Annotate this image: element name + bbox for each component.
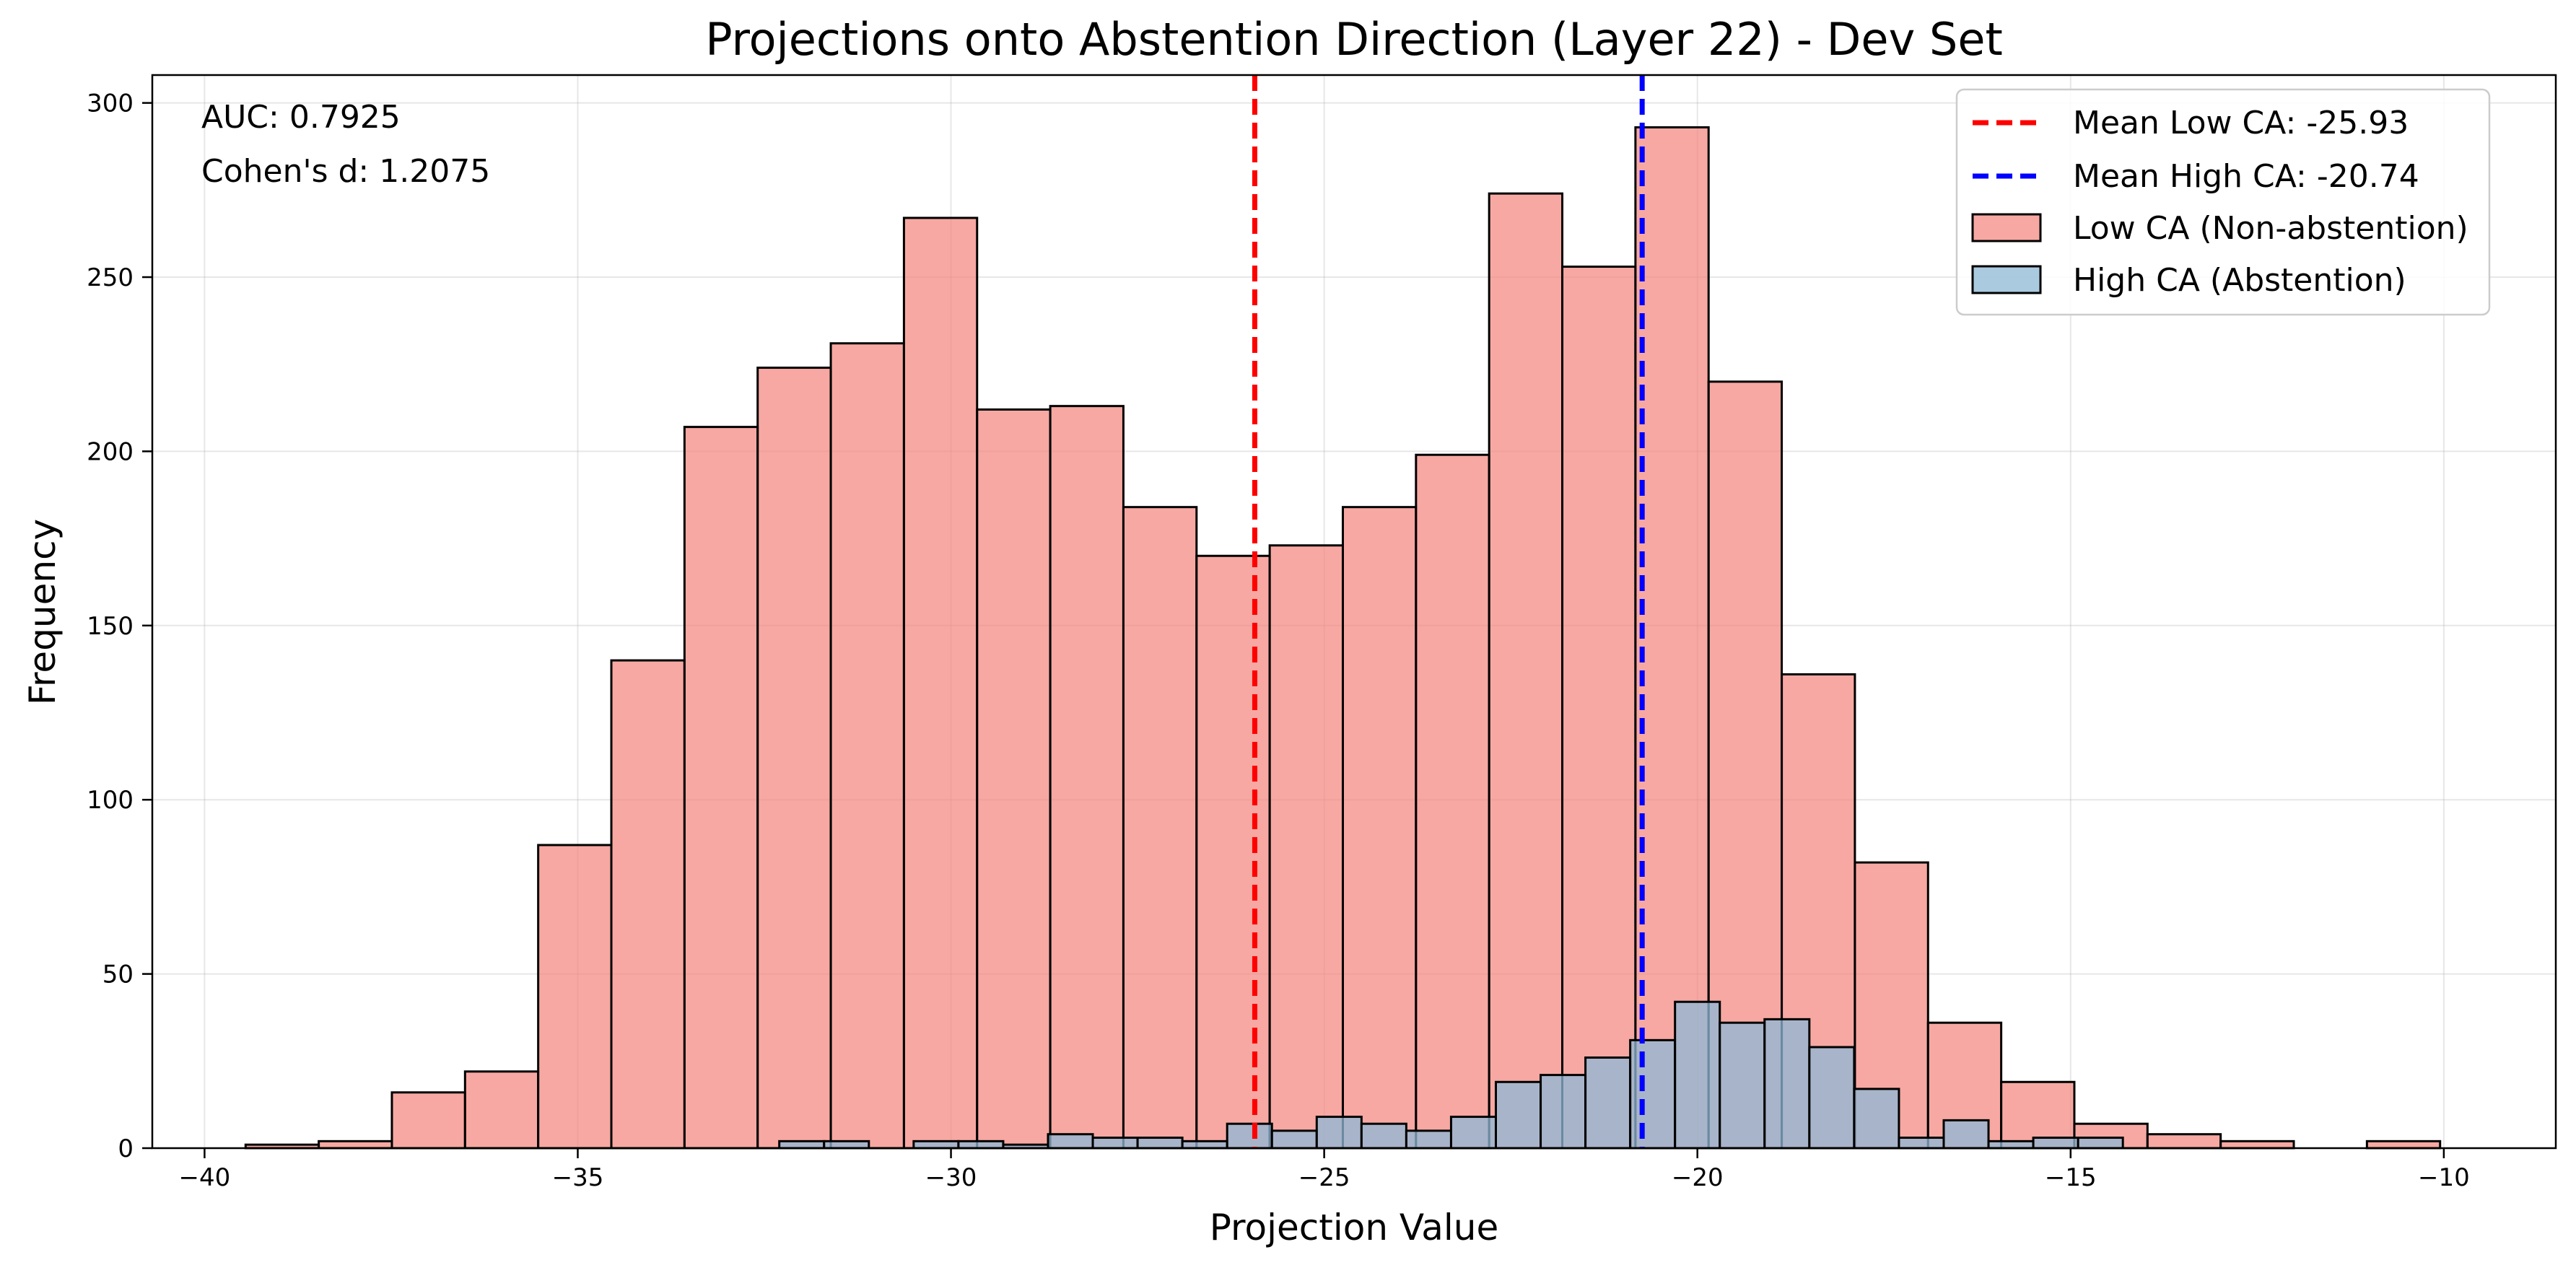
high-ca-bars — [778, 1000, 2124, 1150]
low-ca-bar-15 — [1341, 506, 1418, 1150]
y-tick-label-6: 300 — [87, 89, 134, 118]
auc-annotation: AUC: 0.7925 — [201, 99, 401, 136]
high-ca-bar-10 — [1226, 1122, 1273, 1150]
high-ca-bar-17 — [1540, 1074, 1587, 1150]
high-ca-bar-22 — [1763, 1018, 1811, 1150]
y-tick-label-3: 150 — [87, 612, 134, 641]
high-ca-bar-13 — [1360, 1122, 1407, 1150]
low-ca-bar-13 — [1195, 554, 1271, 1150]
legend-swatch-low-ca — [1971, 213, 2042, 242]
high-ca-bar-3 — [912, 1139, 960, 1150]
x-tick-label-5: −15 — [2045, 1163, 2097, 1192]
low-ca-bars — [244, 126, 2442, 1150]
high-ca-bar-27 — [1987, 1139, 2035, 1150]
y-tick-label-4: 200 — [87, 437, 134, 466]
legend-frame — [1955, 88, 2491, 316]
low-ca-bar-12 — [1122, 506, 1198, 1150]
low-ca-bar-17 — [1488, 192, 1564, 1150]
low-ca-bar-7 — [756, 367, 832, 1150]
x-tick-label-1: −35 — [552, 1163, 604, 1192]
plot-frame — [151, 74, 2557, 1150]
high-ca-bar-11 — [1270, 1129, 1318, 1150]
high-ca-bar-0 — [778, 1139, 826, 1150]
x-tick-label-6: −10 — [2418, 1163, 2470, 1192]
low-ca-bar-29 — [2365, 1139, 2442, 1150]
mean-lines — [1252, 75, 1645, 1148]
chart-title: Projections onto Abstention Direction (L… — [705, 13, 2003, 66]
low-ca-bar-11 — [1049, 405, 1125, 1150]
high-ca-bar-6 — [1047, 1133, 1094, 1150]
x-tick-label-3: −25 — [1298, 1163, 1350, 1192]
low-ca-bar-18 — [1561, 266, 1637, 1150]
high-ca-bar-26 — [1942, 1119, 1990, 1150]
x-axis-label: Projection Value — [1210, 1207, 1498, 1248]
high-ca-bar-1 — [823, 1139, 870, 1150]
x-tick-label-4: −20 — [1672, 1163, 1724, 1192]
high-ca-bar-18 — [1584, 1056, 1632, 1150]
low-ca-bar-3 — [463, 1070, 540, 1150]
high-ca-bar-9 — [1181, 1139, 1228, 1150]
legend-label-low-ca: Low CA (Non-abstention) — [2073, 210, 2468, 247]
high-ca-bar-19 — [1629, 1038, 1677, 1150]
low-ca-bar-14 — [1268, 544, 1344, 1150]
high-ca-bar-16 — [1494, 1080, 1542, 1150]
high-ca-bar-29 — [2077, 1137, 2124, 1150]
low-ca-bar-1 — [318, 1139, 393, 1150]
x-axis-ticks: −40 −35 −30 −25 −20 −15 −10 — [179, 1148, 2470, 1192]
high-ca-bar-15 — [1449, 1116, 1497, 1150]
low-ca-bar-27 — [2219, 1139, 2295, 1150]
low-ca-bar-8 — [829, 342, 905, 1150]
low-ca-bar-9 — [902, 216, 979, 1150]
high-ca-bar-28 — [2032, 1137, 2079, 1150]
low-ca-bar-19 — [1634, 126, 1710, 1150]
low-ca-bar-10 — [976, 408, 1052, 1150]
high-ca-bar-25 — [1898, 1137, 1945, 1150]
x-tick-label-0: −40 — [179, 1163, 231, 1192]
low-ca-bar-6 — [683, 426, 759, 1150]
cohens-d-annotation: Cohen's d: 1.2075 — [201, 153, 490, 190]
legend-swatch-high-ca — [1971, 265, 2042, 294]
high-ca-bar-7 — [1091, 1137, 1139, 1150]
y-tick-label-0: 0 — [118, 1134, 134, 1163]
y-axis-label: Frequency — [22, 519, 64, 705]
x-tick-label-2: −30 — [925, 1163, 977, 1192]
high-ca-bar-24 — [1853, 1088, 1900, 1150]
y-tick-label-1: 50 — [102, 961, 134, 989]
low-ca-bar-2 — [390, 1091, 466, 1150]
high-ca-bar-21 — [1719, 1021, 1766, 1150]
low-ca-bar-26 — [2146, 1133, 2222, 1150]
legend-label-mean-high: Mean High CA: -20.74 — [2073, 158, 2419, 195]
low-ca-bar-16 — [1415, 453, 1490, 1150]
legend-label-high-ca: High CA (Abstention) — [2073, 262, 2406, 299]
high-ca-bar-12 — [1315, 1116, 1363, 1150]
y-tick-label-2: 100 — [87, 786, 134, 815]
high-ca-bar-8 — [1136, 1137, 1184, 1150]
high-ca-bar-20 — [1674, 1000, 1721, 1150]
low-ca-bar-5 — [610, 659, 686, 1150]
low-ca-bar-4 — [537, 844, 613, 1150]
y-tick-label-5: 250 — [87, 263, 134, 292]
legend: Mean Low CA: -25.93 Mean High CA: -20.74… — [1955, 88, 2491, 316]
high-ca-bar-23 — [1808, 1046, 1856, 1150]
y-axis-ticks: 0 50 100 150 200 250 300 — [87, 89, 152, 1163]
legend-label-mean-low: Mean Low CA: -25.93 — [2073, 105, 2409, 141]
high-ca-bar-14 — [1405, 1129, 1452, 1150]
high-ca-bar-4 — [957, 1139, 1005, 1150]
